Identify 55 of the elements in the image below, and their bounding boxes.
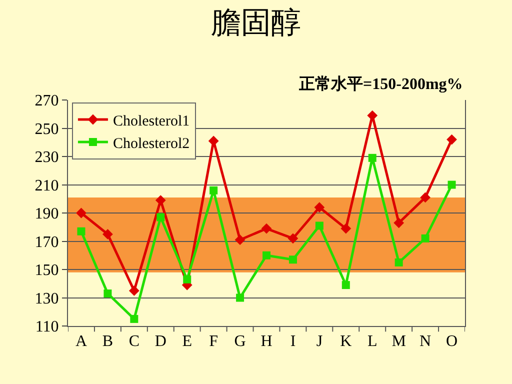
x-tick-label: F [209,333,218,350]
point [448,180,456,189]
x-tick-label: I [290,333,296,350]
point [155,195,166,206]
x-tick-label: O [446,333,458,350]
point [104,290,112,298]
x-tick-label: L [367,333,378,350]
point [315,222,324,230]
x-tick-label: C [128,333,140,350]
y-tick-label: 150 [34,262,59,280]
point [130,314,138,323]
point [446,134,457,145]
x-tick-label: M [392,333,406,350]
x-tick-label: A [75,333,88,350]
y-tick-label: 190 [34,206,59,223]
point [77,227,86,236]
point [156,213,165,222]
y-tick-label: 210 [34,177,59,194]
point [288,256,297,264]
legend-label: Cholesterol2 [112,136,190,152]
point [262,251,270,260]
point [420,192,430,203]
point [210,186,218,194]
y-tick-label: 170 [34,234,59,251]
point [368,154,376,162]
y-tick-label: 110 [35,318,59,336]
y-tick-label: 270 [34,92,59,110]
point [288,233,298,244]
x-tick-label: J [316,333,323,350]
point [394,258,403,266]
point [183,275,192,284]
legend-label: Cholesterol1 [112,113,190,130]
x-tick-label: H [260,333,273,350]
x-tick-label: D [154,333,166,350]
y-tick-label: 250 [34,120,59,138]
point [342,281,350,290]
y-tick-label: 130 [34,290,59,308]
x-tick-label: B [102,333,114,350]
x-tick-label: K [340,333,352,350]
point [236,294,244,302]
point [314,202,325,213]
point [234,234,246,246]
point [340,223,352,234]
point [421,234,430,242]
point [261,223,272,234]
y-tick-label: 230 [34,149,59,166]
x-tick-label: E [182,333,192,350]
point [76,208,86,218]
point [128,285,140,296]
point [394,218,404,228]
point [102,228,113,240]
chart-title: 膽固醇 [211,6,301,40]
x-tick-label: N [420,333,432,350]
x-tick-label: G [234,333,246,350]
chart-subtitle: 正常水平=150-200mg% [298,75,463,93]
